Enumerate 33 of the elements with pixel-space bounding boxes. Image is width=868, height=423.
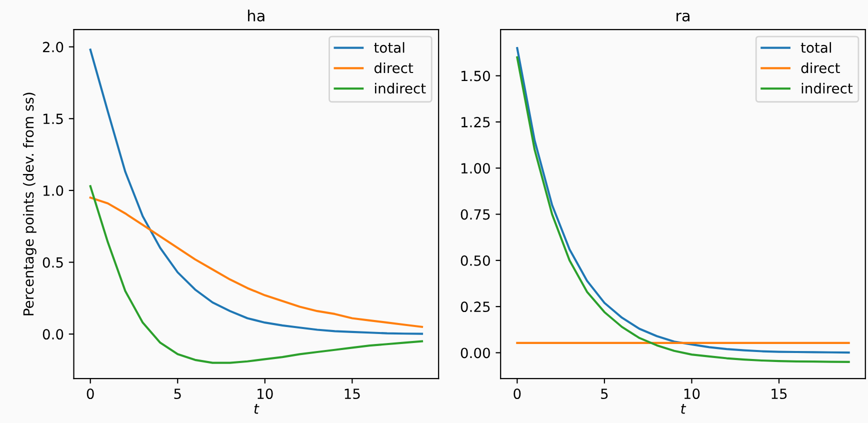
x-tick-label: 15 [344, 388, 360, 400]
x-tick-label: 10 [684, 388, 700, 400]
legend-label: total [374, 42, 404, 53]
line-series [89, 185, 424, 364]
y-tick-label: 0.0 [42, 329, 64, 340]
x-tick-label: 0 [86, 388, 94, 400]
x-tick-label: 10 [258, 388, 273, 400]
y-tick-label: 0.75 [460, 209, 490, 220]
x-axis-title: t [254, 404, 260, 414]
x-tick-label: 5 [601, 388, 608, 400]
legend-label: indirect [375, 82, 426, 94]
legend-label: direct [374, 62, 414, 74]
y-tick-label: 0.50 [460, 255, 490, 266]
y-tick-label: 2.0 [42, 42, 64, 52]
y-axis-title: Percentage points (dev. from ss) [22, 92, 36, 316]
legend-label: total [800, 42, 831, 53]
y-tick-label: 1.0 [43, 185, 64, 196]
y-tick-label: 1.25 [461, 116, 490, 128]
x-tick-label: 5 [174, 388, 181, 400]
y-tick-label: 1.5 [43, 114, 63, 124]
legend-label: indirect [802, 82, 853, 94]
chart-title: ra [676, 12, 690, 22]
y-tick-label: 0.5 [42, 257, 63, 268]
y-tick-label: 0.00 [460, 348, 490, 358]
x-tick-label: 0 [514, 388, 521, 400]
x-tick-label: 15 [772, 388, 787, 400]
chart-title: ha [248, 10, 264, 22]
y-tick-label: 1.00 [461, 163, 490, 174]
y-tick-label: 0.25 [460, 302, 490, 312]
line-series [89, 196, 424, 328]
legend-label: direct [801, 62, 840, 74]
x-axis-title: t [681, 404, 686, 414]
y-tick-label: 1.50 [461, 70, 490, 82]
